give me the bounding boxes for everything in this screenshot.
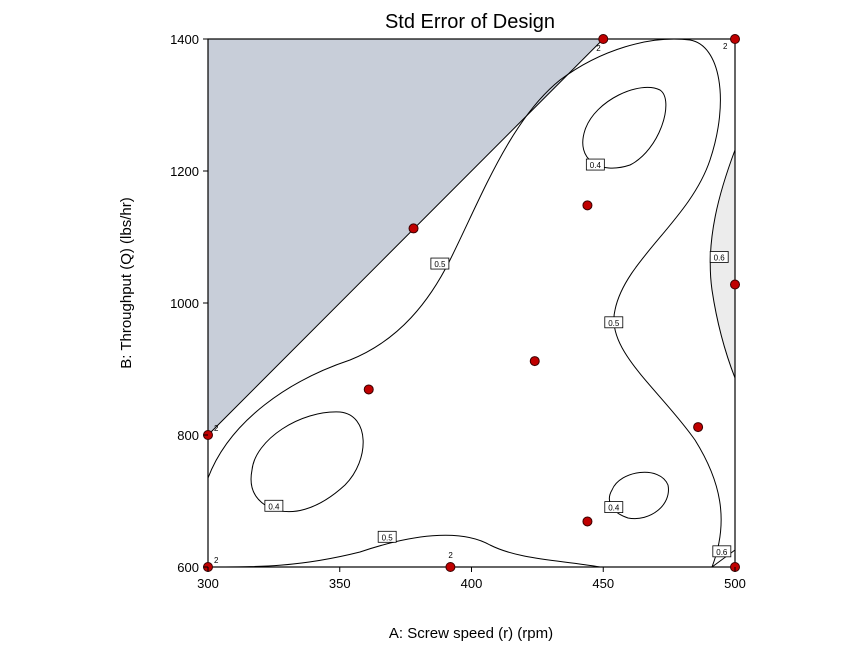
x-tick-label: 400	[461, 576, 483, 591]
contour-label: 0.4	[264, 499, 284, 512]
x-tick-label: 450	[592, 576, 614, 591]
svg-text:0.5: 0.5	[382, 533, 394, 542]
y-tick-label: 1200	[170, 164, 199, 179]
contour-label: 0.5	[377, 530, 397, 543]
design-point	[582, 516, 593, 527]
contour-0.6-right	[709, 149, 736, 379]
replicate-count: 2	[723, 42, 728, 51]
contour-label: 0.5	[430, 257, 450, 270]
design-point	[730, 34, 740, 44]
contour-label: 0.4	[604, 501, 624, 514]
contour-labels: 0.4 0.5 0.6 0.5 0.4 0.4 0.5 0.6	[264, 158, 732, 558]
x-axis-label: A: Screw speed (r) (rpm)	[389, 625, 553, 642]
contour-label: 0.4	[585, 158, 605, 171]
design-point	[730, 279, 740, 290]
y-tick-label: 600	[177, 560, 199, 575]
svg-text:0.5: 0.5	[608, 319, 620, 328]
contour-label: 0.6	[712, 545, 732, 558]
svg-text:0.4: 0.4	[590, 161, 602, 170]
svg-text:0.5: 0.5	[434, 260, 446, 269]
design-points: 2 2 2 2 2	[203, 34, 740, 572]
contour-0.5-main	[207, 38, 722, 568]
x-tick-label: 350	[329, 576, 351, 591]
y-tick-label: 1000	[170, 296, 199, 311]
replicate-count: 2	[596, 44, 601, 53]
design-point	[598, 34, 609, 44]
svg-text:0.6: 0.6	[714, 253, 726, 262]
x-axis: 300 350 400 450 500	[197, 567, 746, 591]
x-tick-label: 500	[724, 576, 746, 591]
replicate-count: 2	[214, 424, 219, 433]
design-point	[408, 223, 419, 234]
chart-title: Std Error of Design	[385, 11, 555, 33]
contour-0.4-upper	[582, 86, 667, 169]
contour-label: 0.6	[709, 251, 729, 263]
svg-text:0.4: 0.4	[608, 504, 620, 513]
replicate-count: 2	[448, 551, 453, 560]
contour-label: 0.5	[604, 316, 624, 329]
design-point	[363, 384, 374, 395]
y-tick-label: 800	[177, 428, 199, 443]
replicate-count: 2	[214, 556, 219, 565]
svg-text:0.4: 0.4	[268, 502, 280, 511]
contour-lines	[207, 38, 736, 568]
design-point	[582, 200, 593, 211]
design-point	[445, 562, 456, 572]
svg-text:0.6: 0.6	[716, 548, 728, 557]
y-tick-label: 1400	[170, 32, 199, 47]
y-axis: 600 800 1000 1200 1400	[170, 32, 208, 575]
infeasible-region	[207, 38, 605, 437]
design-point	[693, 422, 704, 433]
contour-0.4-lower-left	[250, 411, 364, 513]
y-axis-label: B: Throughput (Q) (lbs/hr)	[118, 197, 135, 368]
high-error-shading	[710, 150, 735, 378]
design-point	[529, 356, 540, 367]
x-tick-label: 300	[197, 576, 219, 591]
